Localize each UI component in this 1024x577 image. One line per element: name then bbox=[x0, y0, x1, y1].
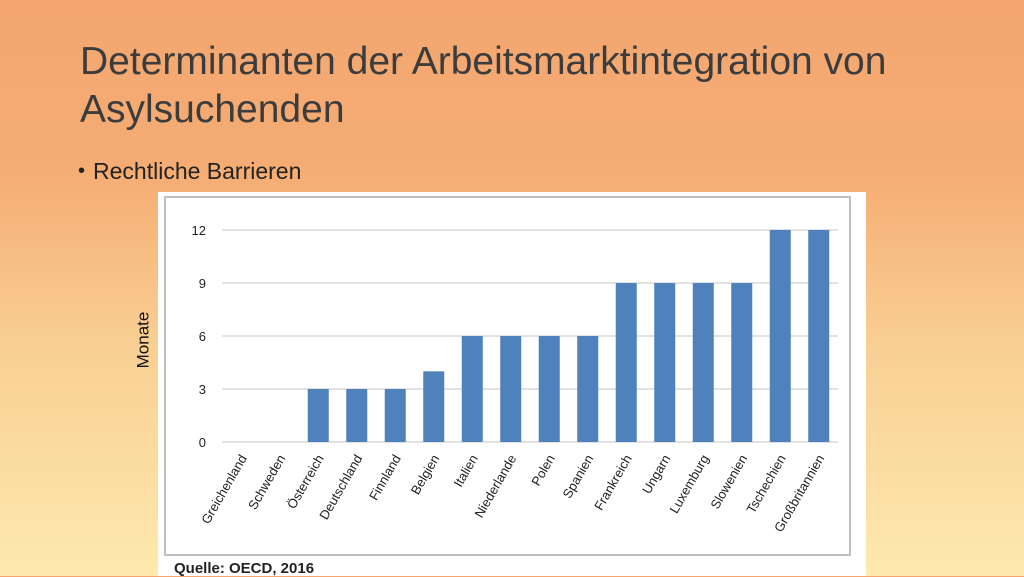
bar bbox=[538, 336, 560, 442]
x-tick-label: Polen bbox=[528, 452, 558, 488]
bar bbox=[384, 389, 406, 442]
bar bbox=[731, 283, 753, 442]
bar bbox=[615, 283, 637, 442]
x-tick-label: Greichenland bbox=[198, 452, 250, 526]
slide-title: Determinanten der Arbeitsmarktintegratio… bbox=[80, 40, 887, 131]
bullet-text: Rechtliche Barrieren bbox=[93, 158, 302, 184]
y-tick-label: 12 bbox=[192, 223, 206, 238]
y-axis-label-text: Monate bbox=[133, 311, 153, 369]
x-tick-label: Spanien bbox=[559, 452, 596, 501]
y-tick-label: 3 bbox=[199, 382, 206, 397]
bar bbox=[461, 336, 483, 442]
x-tick-label: Belgien bbox=[408, 452, 443, 497]
y-tick-label: 0 bbox=[199, 435, 206, 450]
y-tick-label: 9 bbox=[199, 276, 206, 291]
x-tick-label: Slowenien bbox=[707, 452, 750, 511]
bar bbox=[500, 336, 522, 442]
x-tick-label: Österreich bbox=[284, 452, 327, 511]
x-tick-label: Ungarn bbox=[639, 452, 673, 496]
x-tick-label: Finnland bbox=[366, 452, 404, 503]
x-tick-label: Schweden bbox=[245, 452, 288, 512]
x-tick-label: Frankreich bbox=[591, 452, 635, 513]
bullet-dot-icon: • bbox=[78, 160, 86, 182]
x-tick-label: Luxemburg bbox=[666, 452, 712, 516]
bar-chart: 036912GreichenlandSchwedenÖsterreichDeut… bbox=[192, 223, 838, 535]
y-tick-label: 6 bbox=[199, 329, 206, 344]
source-note: Quelle: OECD, 2016 bbox=[174, 560, 315, 577]
bar bbox=[307, 389, 329, 442]
x-tick-label: Italien bbox=[451, 452, 481, 490]
chart-container: 0 3 6 9 12 Greichenland Schweden Österreich Deut… bbox=[158, 192, 866, 577]
bar bbox=[577, 336, 599, 442]
bar bbox=[654, 283, 676, 442]
y-axis-label: Monate bbox=[128, 290, 158, 390]
bar bbox=[692, 283, 714, 442]
bar bbox=[423, 371, 445, 442]
bar bbox=[808, 230, 830, 442]
bar bbox=[769, 230, 791, 442]
bar bbox=[346, 389, 368, 442]
chart-frame: 0 3 6 9 12 Greichenland Schweden Österreich Deut… bbox=[164, 196, 851, 556]
bullet-item: • Rechtliche Barrieren bbox=[78, 158, 301, 185]
